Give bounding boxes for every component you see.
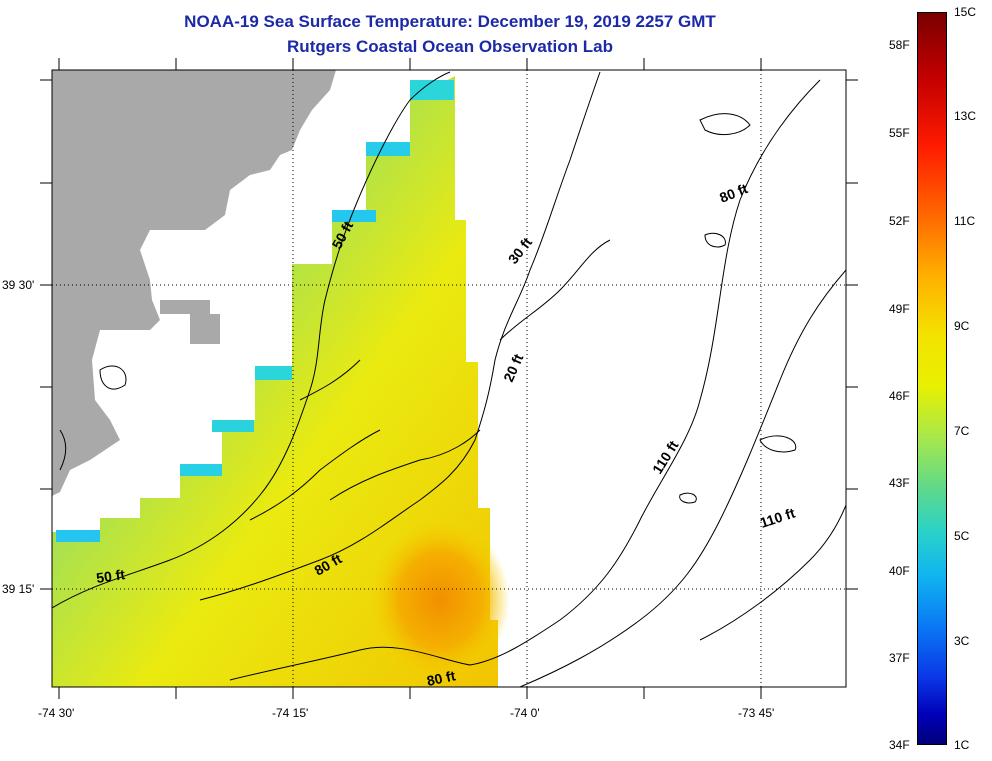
lon-label: -74 15' <box>272 706 309 720</box>
colorbar-f-label: 58F <box>889 38 910 52</box>
contour-label: 110 ft <box>758 504 797 530</box>
contour-label: 30 ft <box>505 234 536 267</box>
colorbar-c-label: 5C <box>954 529 970 543</box>
sst-cyan-pixel <box>332 210 376 222</box>
lon-label: -74 30' <box>38 706 75 720</box>
sst-cyan-pixel <box>255 366 292 380</box>
land-patch <box>190 314 220 344</box>
lon-label: -73 45' <box>738 706 775 720</box>
colorbar-f-label: 34F <box>889 738 910 752</box>
colorbar-c-label: 11C <box>954 214 976 228</box>
sst-cyan-pixel <box>180 464 222 476</box>
lon-label: -74 0' <box>510 706 540 720</box>
lat-label: 39 15' <box>2 582 35 596</box>
colorbar-f-label: 40F <box>889 564 910 578</box>
colorbar-c-label: 1C <box>954 738 970 752</box>
contour-label: 110 ft <box>649 437 682 476</box>
land-mass <box>52 70 336 496</box>
warm-core <box>370 520 510 680</box>
contour-label: 80 ft <box>717 180 750 206</box>
colorbar-c-label: 9C <box>954 319 970 333</box>
sst-cyan-pixel <box>410 80 454 100</box>
depth-contours <box>52 71 846 687</box>
contour-label: 20 ft <box>500 351 526 384</box>
sst-swath <box>52 76 498 687</box>
map-subtitle: Rutgers Coastal Ocean Observation Lab <box>287 37 613 56</box>
contour-label: 80 ft <box>425 667 457 689</box>
colorbar-c-label: 15C <box>954 5 977 19</box>
map-title: NOAA-19 Sea Surface Temperature: Decembe… <box>184 12 716 31</box>
colorbar-f-label: 55F <box>889 126 910 140</box>
land-patch <box>160 300 210 314</box>
axis-ticks <box>40 58 858 699</box>
colorbar-c-label: 13C <box>954 109 977 123</box>
colorbar-f-label: 43F <box>889 476 910 490</box>
colorbar-f-label: 52F <box>889 214 910 228</box>
colorbar-f-label: 49F <box>889 302 910 316</box>
temperature-colorbar <box>917 12 947 745</box>
lat-label: 39 30' <box>2 278 35 292</box>
map-frame <box>51 69 847 688</box>
colorbar-c-label: 3C <box>954 634 970 648</box>
colorbar-f-label: 46F <box>889 389 910 403</box>
contour-label: 50 ft <box>95 566 126 586</box>
sst-cyan-pixel <box>212 420 254 432</box>
colorbar-c-label: 7C <box>954 424 970 438</box>
sst-cyan-pixel <box>56 530 100 542</box>
grid-lines <box>52 70 846 687</box>
colorbar-f-label: 37F <box>889 651 910 665</box>
sst-cyan-pixel <box>366 142 410 156</box>
